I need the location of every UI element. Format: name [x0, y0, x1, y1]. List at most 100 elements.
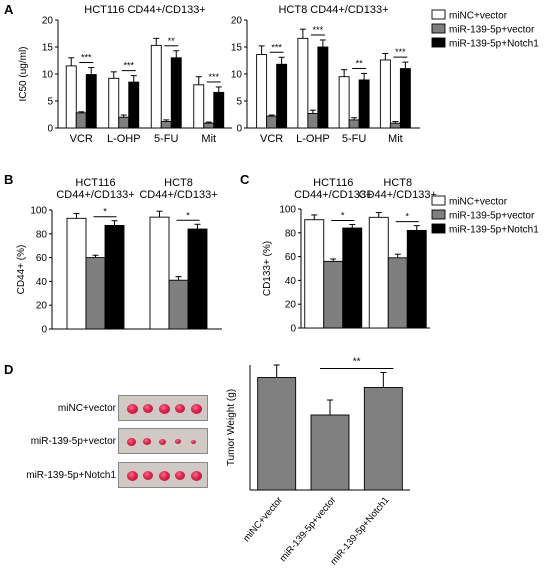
y-tick-label: 5 — [236, 97, 242, 108]
legend-label: miR-139-5p+Notch1 — [449, 39, 539, 50]
category-label: VCR — [260, 133, 283, 145]
y-tick-label: 20 — [231, 16, 243, 27]
y-tick-label: 20 — [36, 301, 48, 312]
y-tick-label: 0 — [290, 324, 296, 335]
significance-marker: *** — [395, 47, 406, 57]
bar — [128, 81, 140, 129]
bar — [108, 77, 120, 129]
y-tick-label: 80 — [36, 229, 48, 240]
bar — [399, 68, 411, 129]
tumor-row-labels: miNC+vector miR-139-5p+vector miR-139-5p+N… — [26, 403, 116, 481]
significance-marker: *** — [81, 53, 92, 63]
tumor-image — [191, 403, 202, 414]
bar — [203, 122, 215, 129]
y-tick-label: 80 — [285, 228, 297, 239]
bar — [338, 76, 350, 129]
significance-marker: * — [341, 210, 345, 220]
bar — [104, 225, 125, 330]
y-axis-label: IC50 (ug/ml) — [18, 46, 29, 101]
bar — [118, 116, 130, 129]
y-tick-label: 60 — [285, 252, 297, 263]
tumor-image — [127, 437, 136, 446]
tumor-image — [175, 471, 185, 480]
legend-label: miR-139-5p+Notch1 — [449, 225, 539, 236]
significance-marker: *** — [123, 61, 134, 71]
bar — [170, 57, 182, 129]
bar — [150, 44, 162, 129]
significance-marker: * — [186, 210, 190, 220]
y-tick-label: 60 — [36, 253, 48, 264]
y-tick-label: 15 — [231, 43, 243, 54]
category-label: Mit — [388, 133, 403, 145]
legend-label: miR-139-5p+vector — [449, 25, 535, 36]
bar — [348, 119, 360, 129]
chart-ic50-hct8: 0 5 10 15 20 HCT8 CD44+/CD133+ *** VCR *** L-OHP *… — [231, 4, 420, 145]
y-tick-label: 20 — [42, 16, 54, 27]
bar — [379, 59, 391, 129]
bar — [187, 228, 208, 330]
category-label: L-OHP — [296, 133, 330, 145]
category-label: HCT8 — [383, 177, 412, 189]
panel-label-c: C — [240, 172, 250, 187]
tumor-image — [191, 470, 202, 481]
bar — [213, 91, 225, 129]
legend-swatch — [431, 23, 446, 34]
bar — [297, 37, 309, 129]
tumor-image — [159, 403, 170, 414]
category-label: HCT116 — [313, 177, 353, 189]
category-label: 5-FU — [154, 133, 179, 145]
bar — [358, 79, 370, 129]
bar — [389, 122, 401, 129]
significance-marker: ** — [356, 58, 364, 68]
category-label: VCR — [70, 133, 93, 145]
bar — [85, 257, 106, 330]
significance-marker: * — [103, 207, 107, 217]
bar — [66, 217, 87, 330]
bar — [307, 112, 319, 129]
tumor-photo — [118, 428, 208, 454]
tumor-image — [191, 439, 196, 444]
legend-swatch — [431, 37, 446, 48]
category-label: 5-FU — [342, 133, 367, 145]
legend-label: miR-139-5p+vector — [449, 211, 535, 222]
y-tick-label: 0 — [41, 325, 47, 336]
y-axis-label: CD44+ (%) — [16, 245, 27, 295]
y-tick-label: 0 — [47, 124, 53, 135]
significance-marker: *** — [271, 42, 282, 52]
tumor-row-label: miR-139-5p+Notch1 — [26, 470, 116, 481]
bar — [65, 65, 77, 129]
category-label: CD44+/CD133+ — [359, 189, 437, 201]
category-label: miR-139-5p+vector — [278, 495, 339, 564]
tumor-photo — [118, 462, 208, 488]
bar — [256, 54, 268, 129]
bar — [304, 219, 325, 329]
y-tick-label: 100 — [279, 205, 296, 216]
bar — [317, 46, 329, 129]
category-label: Mit — [201, 133, 216, 145]
category-label: CD44+/CD133+ — [139, 189, 217, 201]
category-label: CD44+/CD133+ — [56, 189, 134, 201]
bar — [310, 414, 350, 491]
y-tick-label: 15 — [42, 43, 54, 54]
bar — [266, 115, 278, 129]
bar — [363, 387, 403, 491]
tumor-image — [175, 404, 185, 413]
category-label: CD44+/CD133+ — [294, 189, 372, 201]
significance-marker: * — [405, 212, 409, 222]
bar — [193, 84, 205, 129]
tumor-row-label: miR-139-5p+vector — [31, 436, 117, 447]
chart-title: HCT116 CD44+/CD133+ — [84, 4, 205, 16]
bar — [368, 216, 389, 329]
tumor-image — [159, 470, 170, 481]
category-label: miR-139-5p+Notch1 — [328, 495, 391, 567]
tumor-row-label: miNC+vector — [58, 403, 117, 414]
legend-swatch — [431, 9, 446, 20]
panel-label-a: A — [4, 2, 14, 17]
y-tick-label: 10 — [42, 70, 54, 81]
bar — [342, 227, 363, 329]
category-label: HCT116 — [75, 177, 115, 189]
legend-label: miNC+vector — [449, 11, 508, 22]
bar — [149, 216, 170, 330]
